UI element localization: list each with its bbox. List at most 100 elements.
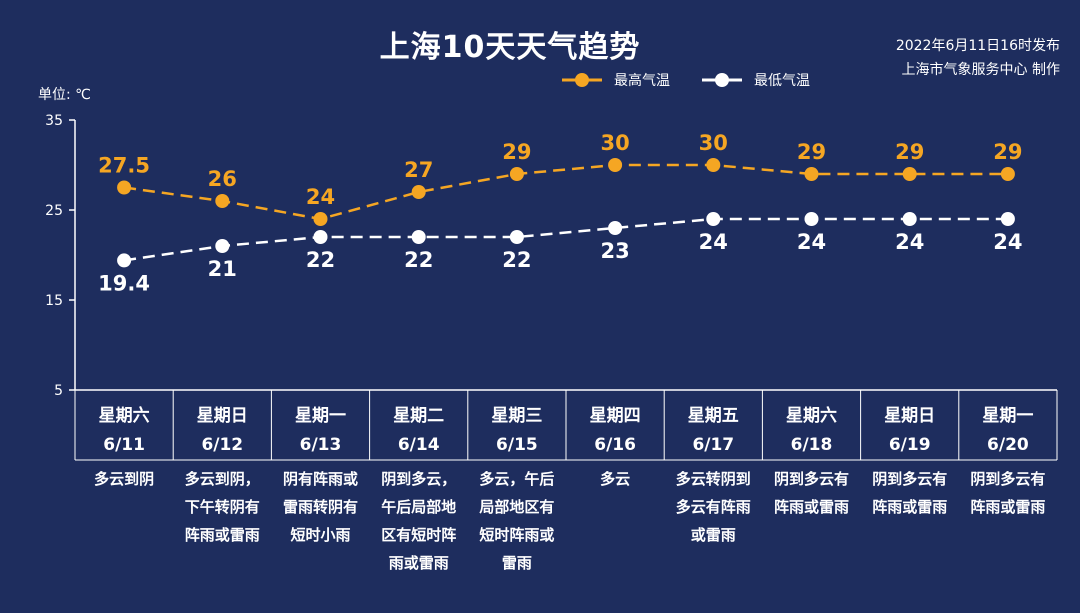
date-label: 6/12	[201, 435, 243, 455]
weekday-label: 星期五	[688, 406, 739, 426]
high-temp-label: 26	[208, 167, 237, 191]
y-tick-label: 35	[45, 113, 63, 129]
high-temp-point	[706, 158, 721, 172]
high-temp-label: 29	[895, 140, 924, 164]
weekday-label: 星期三	[491, 406, 542, 426]
legend-marker-high	[562, 73, 602, 87]
high-temp-line	[123, 163, 1008, 221]
legend-marker-low	[702, 73, 742, 87]
high-temp-point	[1000, 167, 1015, 181]
weekday-label: 星期日	[197, 406, 248, 426]
low-temp-point	[1000, 212, 1015, 226]
low-temp-point	[706, 212, 721, 226]
weather-description: 阵雨或雷雨	[872, 498, 947, 516]
weather-description: 多云转阴到	[676, 470, 751, 488]
low-temp-point	[509, 230, 524, 244]
high-temp-label: 30	[600, 131, 629, 155]
high-temp-label: 29	[797, 140, 826, 164]
date-label: 6/13	[300, 435, 342, 455]
date-label: 6/11	[103, 435, 145, 455]
legend-label-low: 最低气温	[754, 73, 810, 89]
weekday-label: 星期二	[393, 406, 444, 426]
weather-description: 多云到阴，	[185, 470, 260, 488]
weather-description: 区有短时阵	[381, 526, 456, 544]
weather-description: 阴到多云有	[774, 470, 849, 488]
weather-description: 雨或雷雨	[389, 554, 449, 572]
weather-description: 多云到阴	[94, 470, 154, 488]
low-temp-label: 24	[993, 230, 1022, 254]
weather-description: 阴到多云，	[381, 470, 456, 488]
high-temp-label: 27.5	[98, 154, 150, 178]
weather-description: 短时阵雨或	[479, 526, 554, 544]
date-label: 6/18	[791, 435, 833, 455]
high-temp-point	[215, 194, 230, 208]
low-temp-label: 22	[404, 248, 433, 272]
high-temp-label: 29	[502, 140, 531, 164]
low-temp-point	[117, 253, 132, 268]
weather-description: 或雷雨	[691, 526, 736, 544]
weather-description: 阵雨或雷雨	[185, 526, 260, 544]
weather-description: 多云	[600, 470, 630, 488]
weekday-label: 星期四	[590, 406, 641, 426]
high-temp-point	[411, 185, 426, 199]
high-temp-label: 27	[404, 158, 433, 182]
low-temp-point	[902, 212, 917, 226]
low-temp-point	[215, 239, 230, 253]
date-label: 6/19	[889, 435, 931, 455]
weekday-label: 星期六	[786, 405, 837, 426]
weather-description: 阵雨或雷雨	[774, 498, 849, 516]
high-temp-point	[509, 167, 524, 181]
weather-description: 多云有阵雨	[676, 498, 751, 516]
high-temp-label: 30	[699, 131, 728, 155]
weather-description: 雷雨	[502, 554, 532, 572]
low-temp-point	[411, 230, 426, 244]
high-temp-label: 29	[993, 140, 1022, 164]
weekday-label: 星期一	[295, 406, 346, 426]
low-temp-label: 22	[502, 248, 531, 272]
low-temp-label: 24	[797, 230, 826, 254]
date-label: 6/16	[594, 435, 636, 455]
publish-info: 2022年6月11日16时发布 上海市气象服务中心 制作	[896, 34, 1060, 82]
legend-item-high: 最高气温	[560, 70, 670, 90]
high-temp-point	[902, 167, 917, 181]
low-temp-label: 22	[306, 248, 335, 272]
weekday-label: 星期日	[884, 406, 935, 426]
weather-description: 下午转阴有	[185, 498, 260, 516]
legend: 最高气温 最低气温	[560, 70, 810, 90]
low-temp-label: 19.4	[98, 271, 150, 295]
weather-description: 阴到多云有	[970, 470, 1045, 488]
low-temp-label: 21	[208, 257, 237, 281]
publisher: 上海市气象服务中心 制作	[901, 62, 1060, 78]
weekday-label: 星期一	[982, 406, 1033, 426]
date-label: 6/15	[496, 435, 538, 455]
y-tick-label: 25	[45, 203, 63, 219]
date-label: 6/20	[987, 435, 1029, 455]
weekday-label: 星期六	[99, 405, 150, 426]
low-temp-label: 24	[895, 230, 924, 254]
y-tick-label: 15	[45, 293, 63, 309]
weather-description: 午后局部地	[381, 498, 456, 516]
weather-description: 雷雨转阴有	[283, 498, 358, 516]
high-temp-label: 24	[306, 185, 335, 209]
legend-label-high: 最高气温	[614, 73, 670, 89]
low-temp-point	[804, 212, 819, 226]
weather-description: 阴有阵雨或	[283, 470, 358, 488]
low-temp-label: 23	[600, 239, 629, 263]
weather-description: 阵雨或雷雨	[970, 498, 1045, 516]
weather-description: 局部地区有	[478, 498, 554, 516]
high-temp-point	[804, 167, 819, 181]
publish-time: 2022年6月11日16时发布	[895, 38, 1060, 54]
high-temp-point	[117, 180, 132, 195]
date-label: 6/14	[398, 435, 440, 455]
low-temp-point	[608, 221, 623, 235]
weather-description: 阴到多云有	[872, 470, 947, 488]
date-label: 6/17	[692, 435, 734, 455]
low-temp-label: 24	[699, 230, 728, 254]
chart-title: 上海10天天气趋势	[379, 30, 641, 65]
legend-item-low: 最低气温	[700, 70, 810, 90]
high-temp-point	[608, 158, 623, 172]
weather-description: 多云，午后	[479, 470, 554, 488]
y-tick-label: 5	[54, 383, 63, 399]
low-temp-line	[123, 217, 1008, 262]
